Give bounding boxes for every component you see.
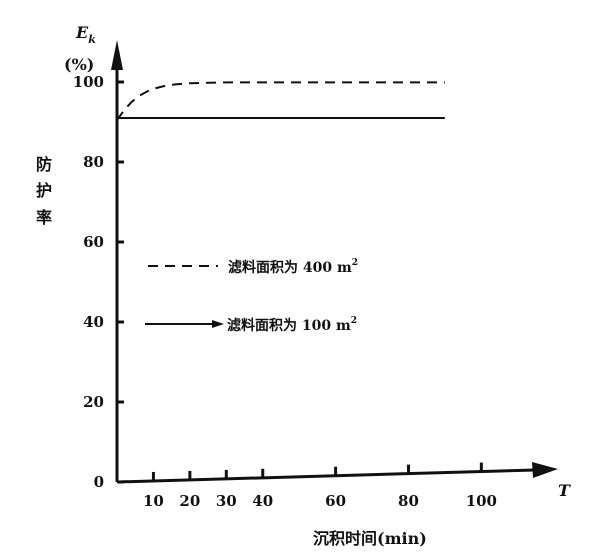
x-tick-label: 20 <box>179 492 200 510</box>
x-axis-arrow <box>532 462 558 478</box>
legend-arrow-100 <box>212 320 224 328</box>
y-tick-label: 60 <box>83 233 104 251</box>
y-axis-title: Ek (%) 防 护 率 <box>36 23 96 227</box>
series-lines <box>116 81 445 121</box>
x-ticks: 10 20 30 40 60 80 100 <box>143 462 497 510</box>
y-axis-char-2: 护 <box>36 181 52 200</box>
y-axis-unit: (%) <box>64 55 94 74</box>
y-axis-char-1: 防 <box>36 155 52 174</box>
legend: 滤料面积为 400 m2 滤料面积为 100 m2 <box>145 258 358 334</box>
x-axis-title: 沉积时间(min) <box>313 529 427 548</box>
x-axis-line <box>116 468 536 484</box>
legend-text-400: 滤料面积为 400 m <box>228 259 352 276</box>
x-tick-label: 40 <box>252 492 273 510</box>
legend-label-400: 滤料面积为 400 m2 <box>228 258 358 276</box>
series-line-400 <box>116 81 445 121</box>
y-axis-arrow <box>111 40 123 70</box>
y-axis-char-3: 率 <box>36 208 52 227</box>
x-tick-label: 100 <box>466 492 497 510</box>
x-tick-label: 80 <box>398 492 419 510</box>
y-axis-symbol-main: E <box>75 23 89 42</box>
x-tick-label: 30 <box>216 492 237 510</box>
legend-sup-100: 2 <box>351 316 357 326</box>
axes <box>111 40 558 484</box>
legend-sup-400: 2 <box>352 258 358 268</box>
x-tick-label: 60 <box>325 492 346 510</box>
x-axis-symbol: T <box>558 481 571 500</box>
x-tick-label: 10 <box>143 492 164 510</box>
y-tick-label: 40 <box>83 313 104 331</box>
y-tick-label: 100 <box>73 73 104 91</box>
legend-label-100: 滤料面积为 100 m2 <box>227 316 357 334</box>
y-tick-label: 80 <box>83 153 104 171</box>
legend-text-100: 滤料面积为 100 m <box>227 317 351 334</box>
y-axis-symbol-sub: k <box>88 33 96 46</box>
y-ticks: 0 20 40 60 80 100 <box>73 73 124 491</box>
y-axis-symbol: Ek <box>75 23 96 46</box>
y-tick-label: 20 <box>83 393 104 411</box>
y-tick-label: 0 <box>94 473 104 491</box>
